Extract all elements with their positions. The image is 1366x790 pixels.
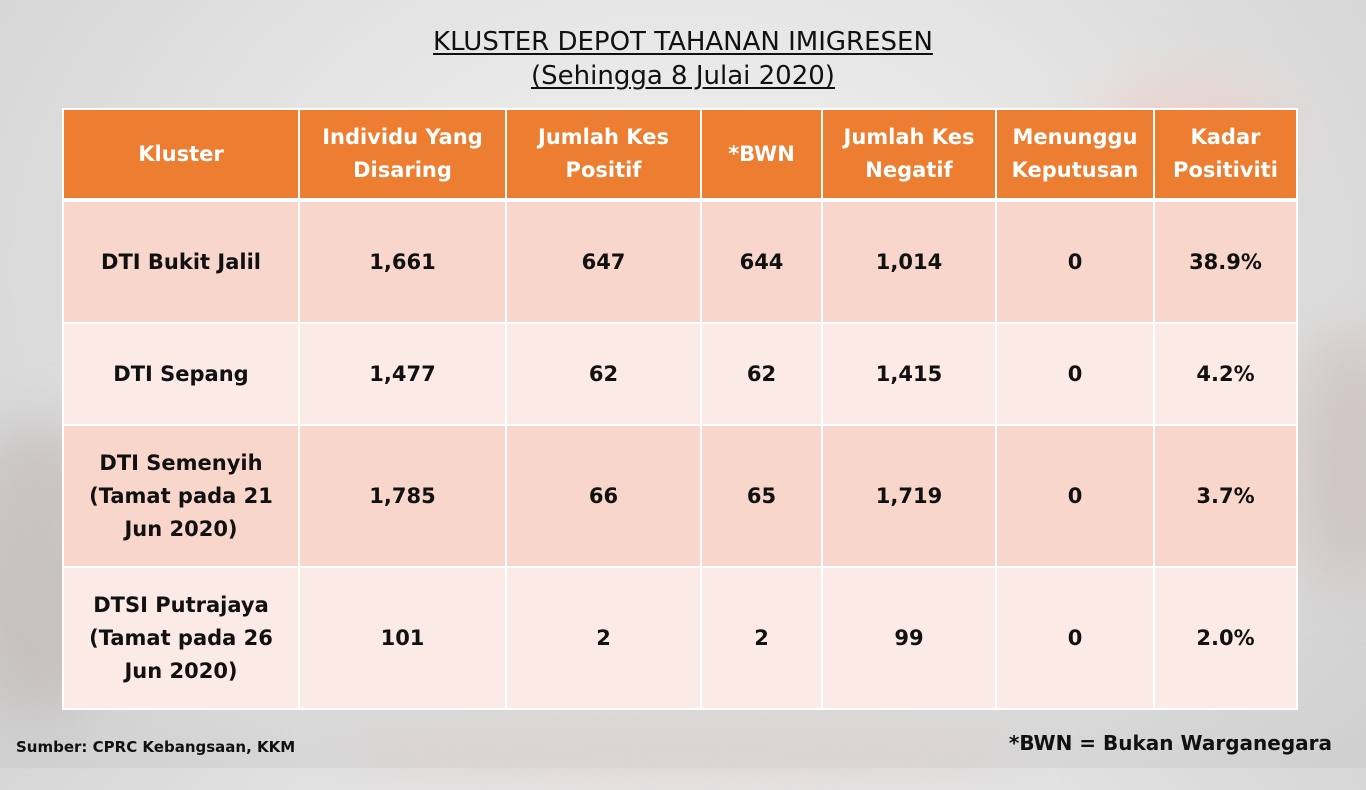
cell-individu-disaring: 101: [298, 566, 507, 710]
table-header-row: Kluster Individu Yang Disaring Jumlah Ke…: [62, 108, 1298, 202]
cell-kes-positif: 66: [505, 424, 702, 568]
cell-menunggu-keputusan: 0: [995, 424, 1155, 568]
table-row: DTI Bukit Jalil 1,661 647 644 1,014 0 38…: [62, 199, 1298, 324]
background-blob: [330, 700, 1030, 790]
background-blob: [1290, 330, 1366, 590]
header-kes-positif: Jumlah Kes Positif: [505, 108, 702, 202]
header-kes-negatif: Jumlah Kes Negatif: [821, 108, 997, 202]
cell-individu-disaring: 1,785: [298, 424, 507, 568]
table-row: DTI Semenyih (Tamat pada 21 Jun 2020) 1,…: [62, 424, 1298, 568]
header-bwn: *BWN: [700, 108, 823, 202]
header-individu-disaring: Individu Yang Disaring: [298, 108, 507, 202]
cell-kes-positif: 2: [505, 566, 702, 710]
cell-individu-disaring: 1,661: [298, 199, 507, 324]
cell-kadar-positiviti: 4.2%: [1153, 322, 1298, 426]
header-kluster: Kluster: [62, 108, 300, 202]
bwn-footnote: *BWN = Bukan Warganegara: [1008, 731, 1332, 755]
cell-kluster: DTI Bukit Jalil: [62, 199, 300, 324]
cell-kluster: DTI Sepang: [62, 322, 300, 426]
cell-kluster: DTI Semenyih (Tamat pada 21 Jun 2020): [62, 424, 300, 568]
cell-menunggu-keputusan: 0: [995, 199, 1155, 324]
table-row: DTI Sepang 1,477 62 62 1,415 0 4.2%: [62, 322, 1298, 426]
cell-kes-negatif: 1,014: [821, 199, 997, 324]
cell-bwn: 62: [700, 322, 823, 426]
cell-individu-disaring: 1,477: [298, 322, 507, 426]
cell-bwn: 65: [700, 424, 823, 568]
cell-bwn: 644: [700, 199, 823, 324]
page-title: KLUSTER DEPOT TAHANAN IMIGRESEN: [433, 27, 933, 57]
page-subtitle: (Sehingga 8 Julai 2020): [531, 61, 835, 91]
table-row: DTSI Putrajaya (Tamat pada 26 Jun 2020) …: [62, 566, 1298, 710]
cell-kadar-positiviti: 3.7%: [1153, 424, 1298, 568]
cell-bwn: 2: [700, 566, 823, 710]
cell-kadar-positiviti: 38.9%: [1153, 199, 1298, 324]
cell-kes-negatif: 1,719: [821, 424, 997, 568]
header-menunggu-keputusan: Menunggu Keputusan: [995, 108, 1155, 202]
cell-menunggu-keputusan: 0: [995, 322, 1155, 426]
header-kadar-positiviti: Kadar Positiviti: [1153, 108, 1298, 202]
cell-kes-positif: 647: [505, 199, 702, 324]
source-note: Sumber: CPRC Kebangsaan, KKM: [16, 738, 296, 756]
cell-kes-positif: 62: [505, 322, 702, 426]
cluster-table: Kluster Individu Yang Disaring Jumlah Ke…: [62, 108, 1298, 710]
cell-menunggu-keputusan: 0: [995, 566, 1155, 710]
title-block: KLUSTER DEPOT TAHANAN IMIGRESEN (Sehingg…: [0, 25, 1366, 93]
cell-kes-negatif: 1,415: [821, 322, 997, 426]
cell-kadar-positiviti: 2.0%: [1153, 566, 1298, 710]
cell-kes-negatif: 99: [821, 566, 997, 710]
cell-kluster: DTSI Putrajaya (Tamat pada 26 Jun 2020): [62, 566, 300, 710]
